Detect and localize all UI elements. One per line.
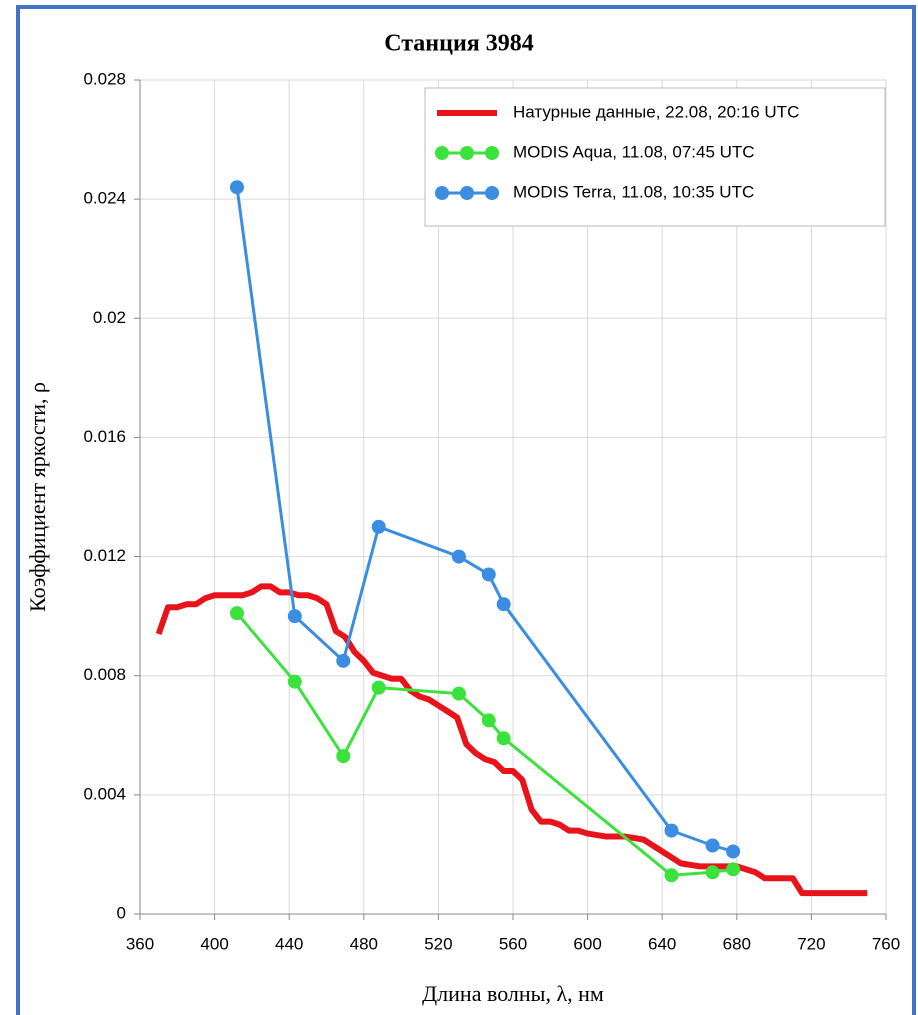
x-tick-label: 600 bbox=[573, 934, 601, 953]
data-point bbox=[481, 567, 496, 582]
x-tick-label: 640 bbox=[648, 934, 676, 953]
data-point bbox=[229, 606, 244, 621]
series-line bbox=[235, 187, 734, 853]
legend-label: MODIS Aqua, 11.08, 07:45 UTC bbox=[513, 142, 755, 161]
data-point bbox=[726, 844, 741, 859]
y-tick-label: 0.016 bbox=[83, 427, 126, 446]
data-point bbox=[371, 680, 386, 695]
y-tick-label: 0 bbox=[117, 903, 126, 922]
y-axis-label: Коэффициент яркости, ρ bbox=[25, 382, 50, 612]
x-tick-label: 680 bbox=[723, 934, 751, 953]
chart-title: Станция 3984 bbox=[384, 31, 534, 57]
data-point bbox=[371, 519, 386, 534]
y-tick-label: 0.008 bbox=[83, 665, 126, 684]
data-point bbox=[705, 865, 720, 880]
x-tick-label: 480 bbox=[350, 934, 378, 953]
data-point bbox=[496, 597, 511, 612]
y-tick-label: 0.02 bbox=[93, 308, 126, 327]
y-tick-label: 0.004 bbox=[83, 784, 126, 803]
y-tick-label: 0.024 bbox=[83, 189, 126, 208]
x-tick-label: 400 bbox=[200, 934, 228, 953]
series-line bbox=[155, 583, 868, 897]
x-axis-label: Длина волны, λ, нм bbox=[422, 981, 604, 1006]
legend-marker bbox=[485, 186, 499, 200]
legend-label: MODIS Terra, 11.08, 10:35 UTC bbox=[513, 182, 754, 201]
data-point bbox=[705, 838, 720, 853]
data-point bbox=[726, 862, 741, 877]
legend-marker bbox=[460, 146, 474, 160]
data-point bbox=[451, 549, 466, 564]
y-tick-label: 0.028 bbox=[83, 69, 126, 88]
x-tick-label: 560 bbox=[499, 934, 527, 953]
x-tick-label: 520 bbox=[424, 934, 452, 953]
data-point bbox=[451, 686, 466, 701]
data-point bbox=[336, 653, 351, 668]
data-point bbox=[664, 868, 679, 883]
legend-marker bbox=[435, 146, 449, 160]
legend-marker bbox=[460, 186, 474, 200]
legend-label: Натурные данные, 22.08, 20:16 UTC bbox=[513, 102, 799, 121]
y-tick-label: 0.012 bbox=[83, 546, 126, 565]
x-tick-label: 360 bbox=[126, 934, 154, 953]
data-point bbox=[496, 731, 511, 746]
legend-marker bbox=[435, 186, 449, 200]
legend-box bbox=[424, 87, 886, 227]
legend-marker bbox=[485, 146, 499, 160]
x-tick-label: 440 bbox=[275, 934, 303, 953]
data-point bbox=[664, 823, 679, 838]
x-tick-label: 760 bbox=[872, 934, 900, 953]
data-point bbox=[481, 713, 496, 728]
data-point bbox=[287, 609, 302, 624]
series-line bbox=[235, 612, 734, 877]
data-point bbox=[229, 180, 244, 195]
data-point bbox=[336, 749, 351, 764]
x-tick-label: 720 bbox=[797, 934, 825, 953]
data-point bbox=[287, 674, 302, 689]
